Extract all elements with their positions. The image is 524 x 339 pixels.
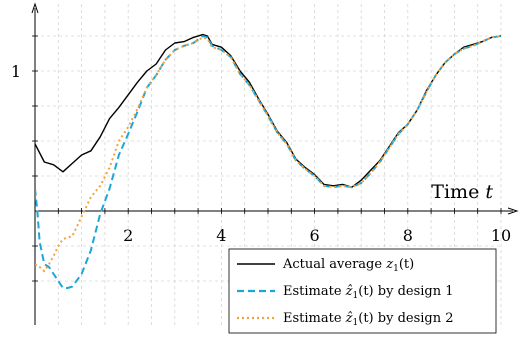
legend: Actual average z1(t) Estimate ẑ1(t) by de… bbox=[228, 248, 497, 334]
ticks: 2 4 6 8 10 1 bbox=[11, 35, 511, 282]
axes bbox=[31, 2, 519, 325]
x-tick-label: 6 bbox=[310, 226, 320, 245]
x-tick-label: 4 bbox=[216, 226, 226, 245]
x-axis-label-variable: t bbox=[485, 181, 493, 203]
series-layer bbox=[35, 33, 501, 289]
x-axis-label: Time t bbox=[431, 181, 493, 203]
series-line-1 bbox=[35, 33, 501, 188]
legend-label-1: Actual average z1(t) bbox=[282, 257, 414, 274]
x-tick-label: 2 bbox=[123, 226, 133, 245]
legend-label-3: Estimate ẑ1(t) by design 2 bbox=[283, 311, 454, 328]
x-tick-label: 8 bbox=[403, 226, 413, 245]
legend-label-2: Estimate ẑ1(t) by design 1 bbox=[283, 284, 454, 301]
x-axis-arrowhead bbox=[507, 207, 519, 215]
series-line-3 bbox=[35, 35, 501, 273]
x-tick-label: 10 bbox=[491, 226, 511, 245]
y-tick-label: 1 bbox=[11, 62, 21, 81]
y-axis-arrowhead bbox=[31, 2, 39, 14]
series-line-2 bbox=[35, 35, 501, 289]
